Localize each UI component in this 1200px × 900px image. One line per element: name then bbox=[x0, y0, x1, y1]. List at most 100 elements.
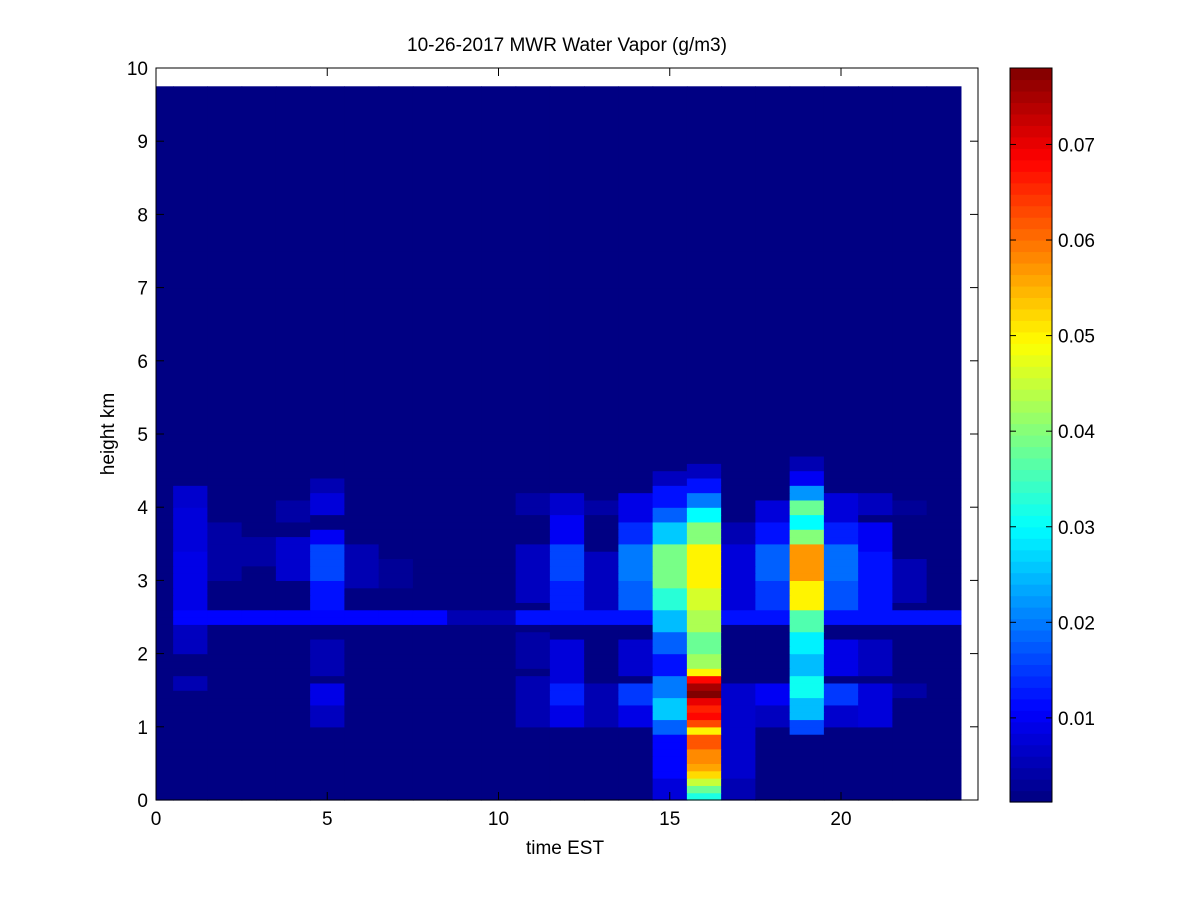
heatmap-cell bbox=[241, 558, 277, 567]
heatmap-cell bbox=[241, 470, 277, 479]
heatmap-cell bbox=[481, 141, 517, 179]
heatmap-cell bbox=[156, 397, 174, 435]
heatmap-cell bbox=[207, 609, 243, 618]
heatmap-cell bbox=[686, 287, 722, 325]
heatmap-cell bbox=[173, 741, 208, 750]
heatmap-cell bbox=[892, 565, 928, 574]
heatmap-cell bbox=[858, 485, 893, 494]
colorbar-swatch bbox=[1010, 526, 1052, 539]
heatmap-cell bbox=[344, 770, 380, 779]
heatmap-cell bbox=[241, 463, 277, 472]
heatmap-cell bbox=[515, 360, 551, 398]
heatmap-cell bbox=[686, 543, 722, 552]
heatmap-cell bbox=[241, 602, 277, 611]
heatmap-cell bbox=[823, 448, 859, 457]
heatmap-cell bbox=[378, 514, 414, 523]
heatmap-cell bbox=[858, 558, 893, 567]
heatmap-cell bbox=[618, 492, 654, 501]
heatmap-cell bbox=[652, 726, 688, 735]
colorbar-swatch bbox=[1010, 136, 1052, 149]
heatmap-cell bbox=[241, 617, 277, 625]
heatmap-cell bbox=[823, 477, 859, 486]
heatmap-cell bbox=[652, 770, 688, 779]
heatmap-cell bbox=[173, 756, 208, 764]
heatmap-cell bbox=[481, 741, 517, 750]
heatmap-cell bbox=[892, 609, 928, 618]
heatmap-cell bbox=[515, 177, 551, 215]
heatmap-cell bbox=[926, 485, 962, 494]
heatmap-cell bbox=[858, 617, 893, 625]
heatmap-cell bbox=[173, 660, 208, 669]
colorbar-swatch bbox=[1010, 457, 1052, 471]
heatmap-cell bbox=[858, 324, 893, 362]
heatmap-cell bbox=[481, 587, 517, 596]
heatmap-cell bbox=[789, 734, 825, 743]
heatmap-cell bbox=[652, 521, 688, 530]
heatmap-cell bbox=[310, 214, 345, 252]
heatmap-cell bbox=[618, 646, 654, 655]
heatmap-cell bbox=[686, 434, 722, 442]
heatmap-cell bbox=[686, 529, 722, 538]
heatmap-cell bbox=[584, 763, 619, 772]
heatmap-cell bbox=[378, 697, 414, 706]
heatmap-cell bbox=[241, 734, 277, 743]
heatmap-cell bbox=[686, 463, 722, 472]
heatmap-cell bbox=[652, 507, 688, 516]
heatmap-cell bbox=[823, 287, 859, 325]
heatmap-cell bbox=[652, 675, 688, 684]
heatmap-cell bbox=[755, 177, 791, 215]
heatmap-cell bbox=[173, 214, 208, 252]
heatmap-cell bbox=[310, 609, 345, 618]
heatmap-cell bbox=[926, 704, 962, 713]
heatmap-cell bbox=[858, 668, 893, 677]
heatmap-cell bbox=[173, 177, 208, 215]
heatmap-cell bbox=[892, 448, 928, 457]
colorbar-swatch bbox=[1010, 113, 1052, 126]
heatmap-cell bbox=[618, 177, 654, 215]
heatmap-cell bbox=[721, 492, 756, 501]
heatmap-cell bbox=[686, 653, 722, 662]
heatmap-cell bbox=[789, 86, 825, 142]
heatmap-cell bbox=[412, 770, 448, 779]
heatmap-cell bbox=[173, 624, 208, 633]
heatmap-cell bbox=[344, 177, 380, 215]
heatmap-cell bbox=[447, 251, 482, 289]
heatmap-cell bbox=[858, 778, 893, 786]
heatmap-cell bbox=[344, 617, 380, 625]
heatmap-cell bbox=[173, 455, 208, 464]
heatmap-cell bbox=[755, 324, 791, 362]
heatmap-cell bbox=[789, 726, 825, 735]
heatmap-cell bbox=[926, 463, 962, 472]
heatmap-cell bbox=[686, 86, 722, 142]
heatmap-cell bbox=[549, 86, 585, 142]
heatmap-cell bbox=[275, 617, 311, 625]
heatmap-cell bbox=[156, 668, 174, 677]
heatmap-cell bbox=[686, 551, 722, 560]
heatmap-cell bbox=[618, 770, 654, 779]
heatmap-cell bbox=[823, 397, 859, 435]
heatmap-cell bbox=[652, 477, 688, 486]
colorbar-swatch bbox=[1010, 492, 1052, 505]
heatmap-cell bbox=[241, 741, 277, 750]
heatmap-cell bbox=[858, 726, 893, 735]
heatmap-cell bbox=[481, 499, 517, 508]
heatmap-cell bbox=[481, 595, 517, 603]
heatmap-cell bbox=[515, 638, 551, 647]
heatmap-cell bbox=[173, 558, 208, 567]
heatmap-cell bbox=[584, 448, 619, 457]
heatmap-cell bbox=[173, 726, 208, 735]
heatmap-cell bbox=[173, 719, 208, 728]
heatmap-cell bbox=[481, 602, 517, 611]
heatmap-cell bbox=[892, 580, 928, 589]
heatmap-cell bbox=[412, 86, 448, 142]
heatmap-cell bbox=[823, 324, 859, 362]
heatmap-cell bbox=[156, 434, 174, 442]
heatmap-cell bbox=[926, 734, 962, 743]
heatmap-cell bbox=[686, 360, 722, 398]
heatmap-cell bbox=[549, 477, 585, 486]
heatmap-cell bbox=[823, 595, 859, 603]
heatmap-cell bbox=[858, 609, 893, 618]
heatmap-cell bbox=[584, 485, 619, 494]
heatmap-cell bbox=[584, 529, 619, 538]
